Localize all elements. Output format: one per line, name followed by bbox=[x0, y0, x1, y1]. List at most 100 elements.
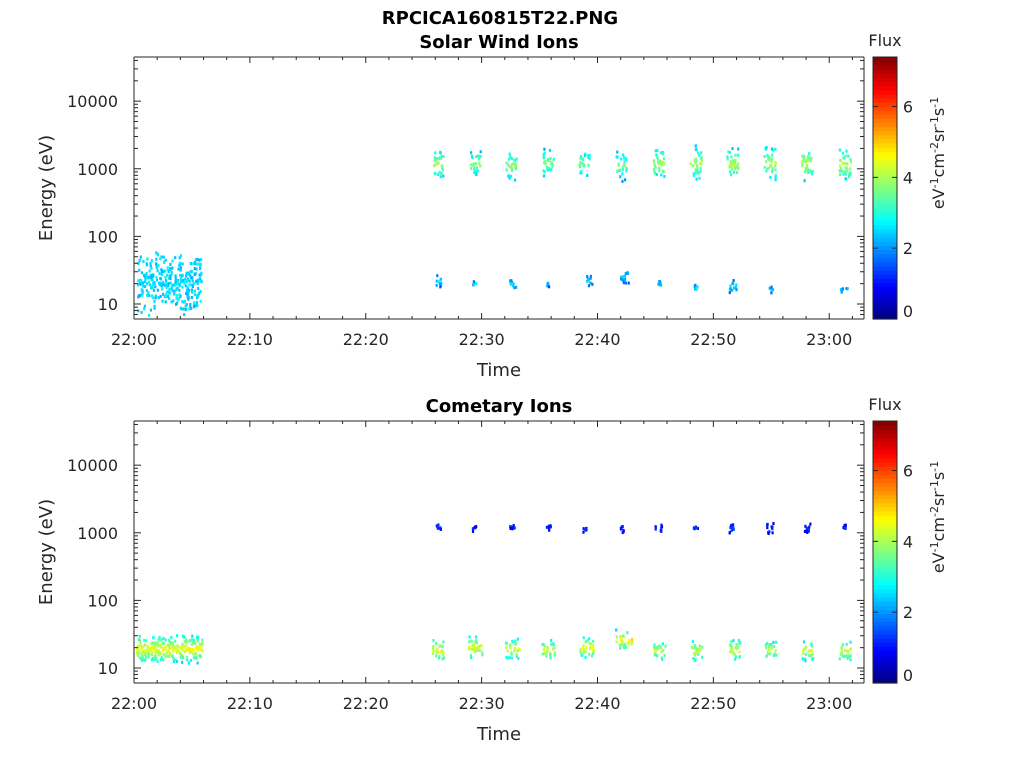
heatmap-cell bbox=[142, 260, 145, 263]
heatmap-cell bbox=[772, 654, 775, 657]
heatmap-cell bbox=[468, 640, 471, 644]
colorbar-step bbox=[873, 678, 897, 684]
heatmap-cell bbox=[658, 280, 661, 283]
heatmap-cell bbox=[579, 648, 582, 652]
heatmap-cell bbox=[171, 266, 174, 270]
heatmap-cell bbox=[471, 527, 474, 531]
heatmap-cell bbox=[660, 283, 663, 287]
heatmap-cell bbox=[196, 258, 199, 262]
heatmap-cell bbox=[185, 655, 188, 659]
heatmap-cell bbox=[767, 166, 770, 170]
heatmap-cell bbox=[763, 155, 766, 158]
heatmap-cell bbox=[774, 174, 777, 177]
heatmap-cell bbox=[193, 281, 196, 285]
heatmap-cell bbox=[196, 303, 199, 307]
heatmap-cell bbox=[515, 655, 518, 659]
heatmap-cell bbox=[811, 169, 814, 173]
heatmap-cell bbox=[137, 279, 140, 283]
heatmap-cell bbox=[804, 657, 807, 661]
heatmap-cell bbox=[149, 273, 152, 277]
colorbar-step bbox=[873, 613, 897, 619]
heatmap-cell bbox=[514, 162, 517, 166]
heatmap-cell bbox=[150, 658, 153, 662]
colorbar-tick-label: 2 bbox=[903, 603, 913, 622]
heatmap-cell bbox=[663, 175, 666, 178]
heatmap-cell bbox=[809, 522, 812, 526]
heatmap-cell bbox=[160, 270, 163, 274]
heatmap-cell bbox=[481, 650, 484, 654]
heatmap-cell bbox=[663, 654, 666, 658]
heatmap-cell bbox=[695, 177, 698, 181]
heatmap-cell bbox=[201, 641, 204, 645]
heatmap-cell bbox=[150, 648, 153, 652]
heatmap-cell bbox=[510, 163, 514, 166]
colorbar-step bbox=[873, 666, 897, 672]
heatmap-cell bbox=[198, 642, 202, 646]
heatmap-cell bbox=[768, 530, 771, 534]
heatmap-cell bbox=[153, 646, 156, 650]
heatmap-cell bbox=[513, 647, 516, 651]
heatmap-cell bbox=[151, 294, 154, 298]
colorbar-title: Flux bbox=[868, 395, 901, 414]
heatmap-cell bbox=[730, 161, 733, 165]
colorbar-step bbox=[873, 106, 897, 111]
heatmap-cell bbox=[440, 649, 444, 653]
heatmap-cell bbox=[619, 527, 622, 531]
heatmap-cell bbox=[694, 658, 697, 662]
heatmap-cell bbox=[655, 153, 658, 157]
heatmap-cell bbox=[155, 266, 158, 270]
colorbar-step bbox=[873, 233, 897, 238]
colorbar-step bbox=[873, 151, 897, 156]
heatmap-cell bbox=[156, 269, 159, 273]
heatmap-cell bbox=[184, 644, 187, 648]
heatmap-cell bbox=[187, 661, 191, 665]
colorbar-tick-label: 4 bbox=[903, 168, 913, 187]
heatmap-cell bbox=[655, 645, 658, 649]
heatmap-cell bbox=[728, 170, 732, 174]
colorbar-step bbox=[873, 543, 897, 549]
heatmap-cell bbox=[803, 179, 806, 183]
heatmap-cell bbox=[141, 291, 144, 295]
heatmap-cell bbox=[191, 290, 194, 294]
heatmap-cell bbox=[155, 647, 158, 650]
heatmap-cell bbox=[140, 650, 144, 654]
heatmap-cell bbox=[201, 649, 204, 653]
heatmap-cell bbox=[165, 283, 168, 287]
heatmap-cell bbox=[582, 164, 586, 168]
heatmap-cell bbox=[737, 147, 740, 151]
heatmap-cell bbox=[513, 158, 516, 162]
colorbar-step bbox=[873, 126, 897, 132]
heatmap-cell bbox=[653, 647, 656, 651]
colorbar-step bbox=[873, 429, 897, 434]
colorbar-step bbox=[873, 605, 897, 610]
heatmap-cell bbox=[187, 272, 191, 276]
x-axis-label: Time bbox=[476, 724, 521, 745]
heatmap-cell bbox=[168, 297, 171, 300]
x-tick-label: 22:10 bbox=[227, 330, 273, 349]
heatmap-cell bbox=[159, 651, 162, 655]
heatmap-cell bbox=[171, 259, 174, 263]
heatmap-cell bbox=[807, 529, 810, 533]
colorbar-step bbox=[873, 142, 897, 148]
heatmap-cell bbox=[176, 650, 179, 654]
heatmap-cell bbox=[730, 650, 733, 654]
heatmap-cell bbox=[192, 262, 195, 266]
heatmap-cell bbox=[622, 646, 626, 650]
heatmap-cell bbox=[544, 651, 547, 655]
heatmap-cell bbox=[154, 285, 157, 289]
heatmap-cell bbox=[731, 147, 734, 151]
heatmap-cell bbox=[186, 658, 189, 662]
colorbar-frame bbox=[872, 420, 898, 684]
heatmap-cell bbox=[515, 285, 518, 289]
heatmap-cell bbox=[841, 161, 844, 165]
heatmap-cell bbox=[843, 654, 846, 658]
heatmap-cell bbox=[735, 642, 738, 646]
heatmap-cell bbox=[845, 149, 848, 153]
heatmap-cell bbox=[549, 157, 552, 160]
heatmap-cell bbox=[442, 651, 445, 655]
heatmap-cell bbox=[849, 658, 852, 662]
heatmap-cell bbox=[193, 652, 196, 656]
heatmap-cell bbox=[191, 642, 194, 646]
heatmap-cell bbox=[652, 159, 655, 163]
heatmap-cell bbox=[148, 646, 151, 650]
